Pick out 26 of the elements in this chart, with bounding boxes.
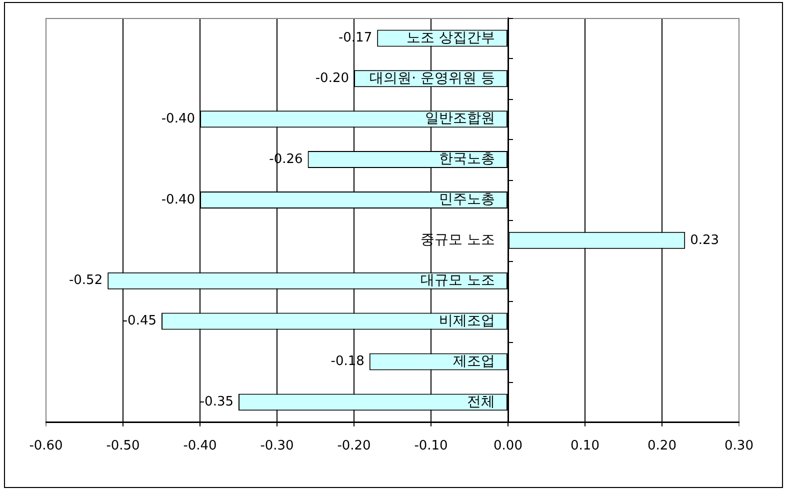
y-tick-label: 노조 상집간부 bbox=[406, 30, 495, 46]
data-label: 0.23 bbox=[690, 232, 720, 248]
y-tick-label: 대규모 노조 bbox=[420, 272, 495, 288]
x-tick-label: -0.20 bbox=[337, 438, 371, 454]
x-tick-label: -0.10 bbox=[414, 438, 448, 454]
x-tick-label: -0.50 bbox=[106, 438, 140, 454]
x-tick-label: -0.30 bbox=[260, 438, 294, 454]
data-label: -0.35 bbox=[200, 394, 234, 410]
data-label: -0.52 bbox=[68, 273, 103, 288]
y-tick-label: 민주노총 bbox=[439, 192, 495, 208]
x-tick-label: 0.10 bbox=[570, 438, 600, 454]
data-label: -0.45 bbox=[122, 314, 156, 329]
y-tick-label: 비제조업 bbox=[439, 312, 495, 329]
data-label: -0.40 bbox=[161, 111, 195, 126]
y-tick-label: 일반조합원 bbox=[425, 110, 495, 127]
data-label: -0.20 bbox=[315, 71, 349, 86]
x-tick-label: 0.30 bbox=[724, 438, 754, 454]
x-tick-label: 0.00 bbox=[494, 438, 522, 454]
data-label: -0.40 bbox=[161, 192, 195, 208]
y-tick-label: 전체 bbox=[467, 394, 495, 410]
y-tick-label: 제조업 bbox=[453, 353, 495, 370]
x-tick-label: -0.40 bbox=[183, 438, 217, 454]
x-tick-label: -0.60 bbox=[29, 438, 63, 454]
y-tick-label: 대의원· 운영위원 등 bbox=[370, 70, 495, 86]
y-tick-label: 한국노총 bbox=[439, 151, 495, 168]
x-tick-label: 0.20 bbox=[648, 438, 676, 454]
